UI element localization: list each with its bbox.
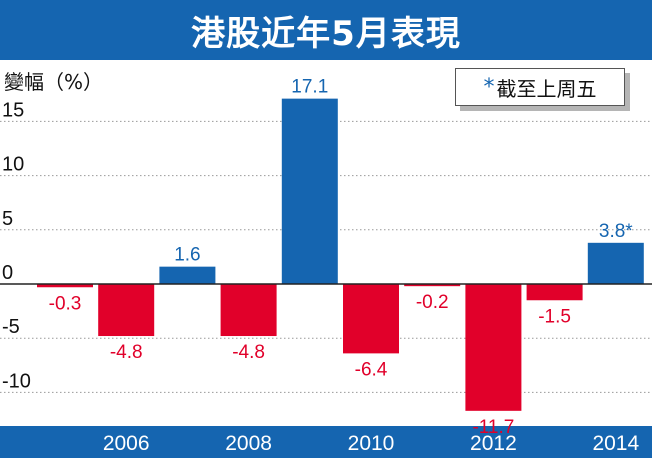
- y-tick-label: -5: [2, 316, 20, 338]
- y-axis-label: 變幅（%）: [4, 70, 104, 94]
- x-tick-label: 2012: [470, 432, 517, 455]
- y-tick-label: -10: [2, 370, 31, 392]
- y-tick-label: 10: [2, 154, 24, 176]
- data-label: -11.7: [472, 417, 514, 438]
- bar: [159, 266, 216, 284]
- chart-title: 港股近年5月表現: [0, 0, 652, 60]
- data-label: -0.3: [49, 293, 82, 314]
- x-axis-band: [0, 426, 652, 458]
- x-tick-label: 2006: [103, 432, 150, 455]
- data-label: -1.5: [538, 306, 571, 327]
- bar: [587, 242, 644, 284]
- bar: [220, 284, 277, 337]
- bar: [404, 284, 461, 287]
- x-tick-label: 2010: [348, 432, 395, 455]
- bar: [98, 284, 155, 337]
- data-label: -6.4: [355, 359, 388, 380]
- data-label: 3.8*: [599, 221, 633, 242]
- bar: [465, 284, 522, 411]
- y-tick-label: 0: [2, 262, 13, 284]
- note-text: 截至上周五: [496, 76, 597, 101]
- data-label: -4.8: [232, 342, 265, 363]
- note-box: * 截至上周五: [455, 68, 625, 106]
- data-label: 1.6: [174, 245, 200, 266]
- asterisk-icon: *: [483, 74, 495, 100]
- bar: [37, 284, 93, 288]
- data-label: -4.8: [110, 342, 143, 363]
- bar: [526, 284, 583, 301]
- data-label: 17.1: [291, 77, 328, 98]
- x-tick-label: 2014: [592, 432, 639, 455]
- data-label: -0.2: [416, 292, 449, 313]
- y-tick-label: 15: [2, 99, 24, 121]
- y-tick-label: 5: [2, 208, 13, 230]
- bar: [343, 284, 399, 354]
- bar: [281, 98, 338, 284]
- x-tick-label: 2008: [225, 432, 272, 455]
